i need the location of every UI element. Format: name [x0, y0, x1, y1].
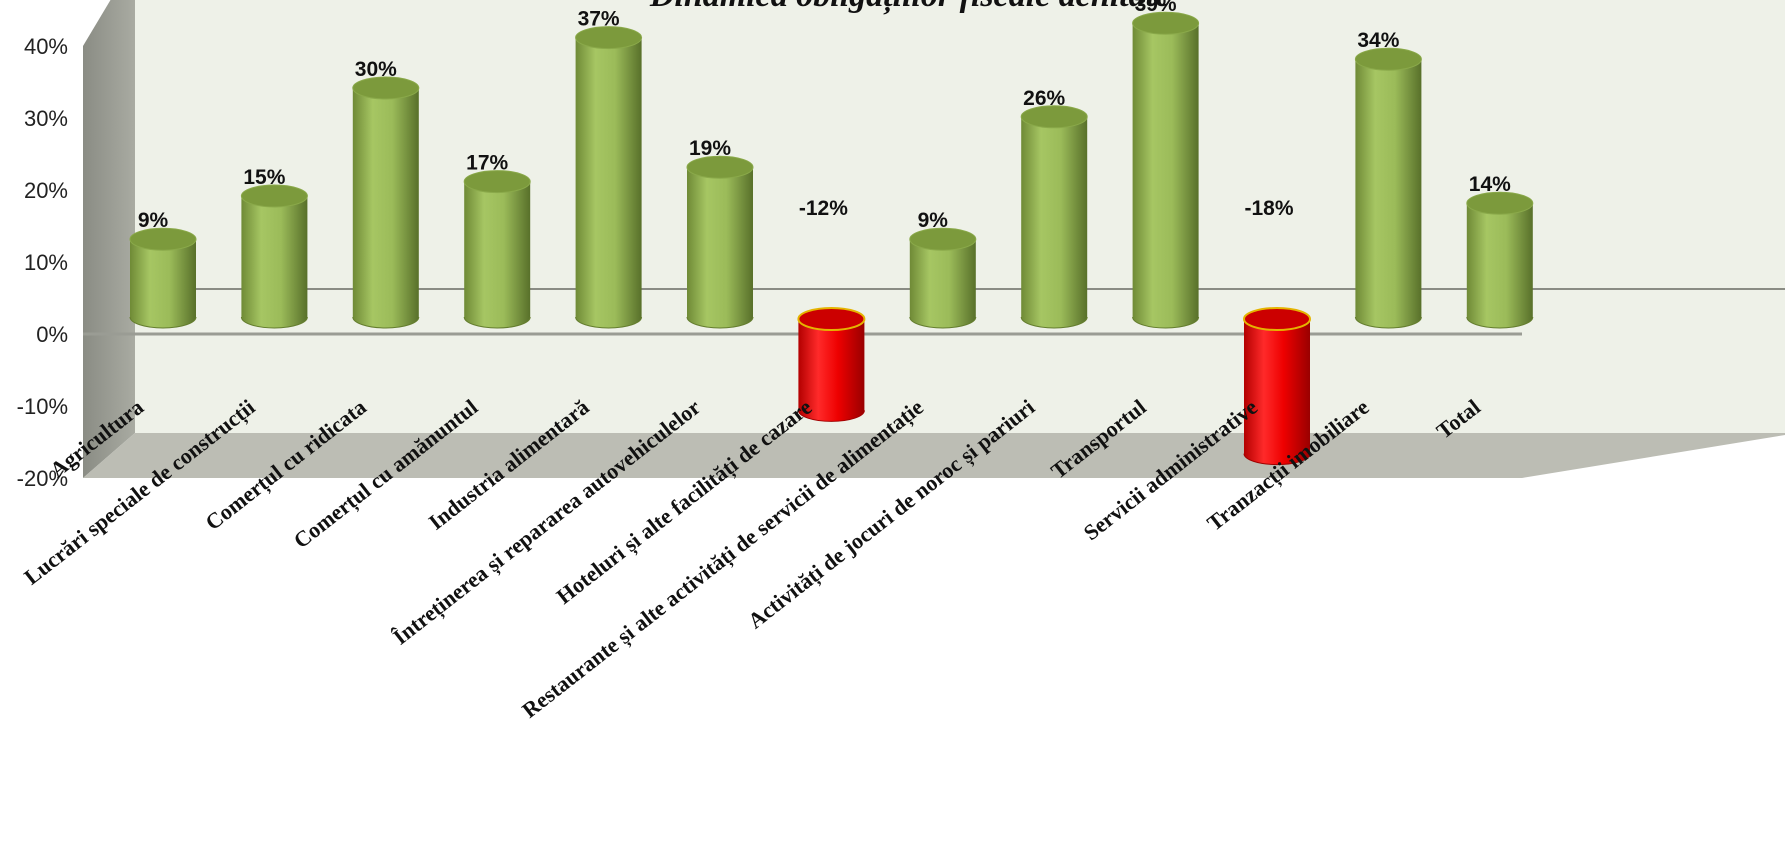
- bar-top: [1020, 105, 1088, 129]
- bar-base-edge: [463, 316, 531, 329]
- bar: [1243, 307, 1311, 466]
- bar: [909, 227, 977, 329]
- data-label: 15%: [243, 166, 285, 189]
- data-label: 39%: [1135, 0, 1177, 16]
- data-label: 19%: [689, 137, 731, 160]
- bar: [352, 76, 420, 329]
- data-label: 17%: [466, 152, 508, 175]
- data-label: 30%: [355, 58, 397, 81]
- bar-base-edge: [686, 316, 754, 329]
- data-label: 37%: [578, 8, 620, 31]
- bar-base-edge: [129, 316, 197, 329]
- bar-top: [352, 76, 420, 100]
- bar-body: [464, 181, 531, 328]
- bar-base-edge: [797, 410, 865, 422]
- bar-base-edge: [1243, 453, 1311, 466]
- bar-body: [1021, 116, 1088, 328]
- y-tick-label: 0%: [36, 322, 68, 347]
- y-tick-label: -10%: [17, 394, 68, 419]
- y-tick-label: 10%: [24, 250, 68, 275]
- bar-base-edge: [1020, 316, 1088, 329]
- bar: [686, 155, 754, 329]
- data-label: 9%: [138, 209, 169, 232]
- bar-top: [463, 170, 531, 194]
- bars-group: [129, 11, 1534, 466]
- side-wall: [83, 0, 135, 478]
- bar-top: [686, 155, 754, 179]
- bar-body: [1244, 319, 1310, 465]
- bar: [575, 26, 643, 329]
- bar-body: [1355, 59, 1422, 328]
- bar: [240, 184, 308, 329]
- bar-base-edge: [1466, 316, 1534, 329]
- bar-top: [1132, 11, 1200, 35]
- bar: [1020, 105, 1088, 329]
- data-label: 34%: [1357, 29, 1399, 52]
- data-labels: 9% 15% 30% 17% 37% 19% -12% 9% 26% 39% -18% 34% 14%: [138, 0, 1511, 232]
- bar-base-edge: [240, 316, 308, 329]
- bar-body: [1466, 203, 1533, 328]
- bar-top: [909, 227, 977, 251]
- bar: [463, 170, 531, 329]
- bar: [1466, 191, 1534, 329]
- bar-body: [1132, 23, 1199, 328]
- bar-body: [798, 319, 865, 422]
- bar-body: [575, 37, 642, 328]
- bar-base-edge: [575, 316, 643, 329]
- bar-top: [1243, 307, 1311, 331]
- y-tick-label: 40%: [24, 34, 68, 59]
- bar-body: [130, 239, 196, 328]
- bar-base-edge: [909, 316, 977, 329]
- bar-body: [241, 196, 308, 328]
- bar-base-edge: [352, 316, 420, 329]
- y-tick-label: 20%: [24, 178, 68, 203]
- bar: [129, 227, 197, 329]
- chart-title: Dinamica obligațiilor fiscale achitate: [649, 0, 1170, 15]
- data-label: 26%: [1023, 87, 1065, 110]
- data-label: -18%: [1244, 197, 1293, 220]
- bar-top: [575, 26, 643, 50]
- y-tick-label: -20%: [17, 466, 68, 491]
- data-label: 9%: [918, 209, 949, 232]
- data-label: 14%: [1469, 173, 1511, 196]
- bar: [1354, 47, 1422, 329]
- floor: [83, 433, 1785, 478]
- y-tick-label: 30%: [24, 106, 68, 131]
- bar: [797, 307, 866, 422]
- data-label: -12%: [799, 197, 848, 220]
- bar-base-edge: [1354, 316, 1422, 329]
- bar-top: [1354, 47, 1422, 71]
- bar-body: [687, 167, 753, 328]
- bar: [1132, 11, 1200, 329]
- bar-top: [1466, 191, 1534, 215]
- bar-top: [240, 184, 308, 208]
- y-axis: 40% 30% 20% 10% 0% -10% -20%: [17, 34, 68, 491]
- bar-body: [352, 88, 419, 328]
- bar-top: [797, 307, 866, 331]
- bar-top: [129, 227, 197, 251]
- bar-body: [909, 239, 976, 328]
- bar-base-edge: [1132, 316, 1200, 329]
